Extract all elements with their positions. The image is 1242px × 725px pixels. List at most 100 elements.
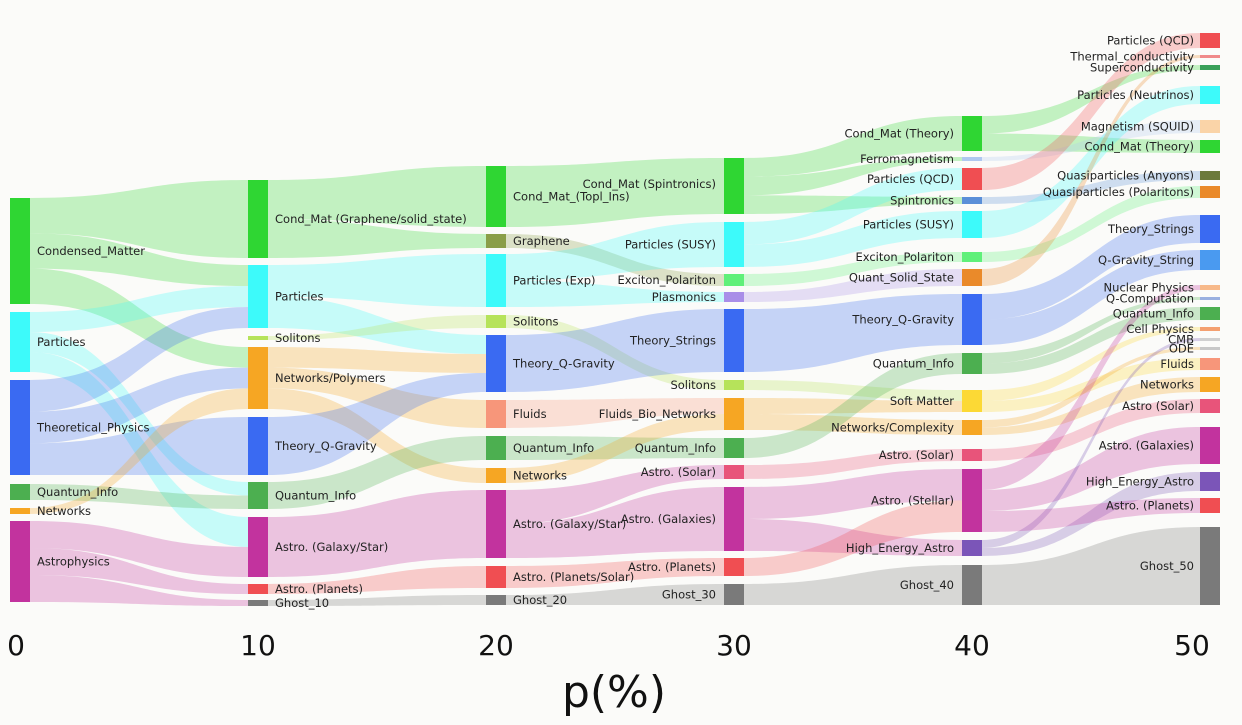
- node-c1_qi: [248, 482, 268, 509]
- node-label-c2_astro: Astro. (Galaxy/Star): [513, 517, 626, 531]
- node-c5_tc: [1200, 55, 1220, 58]
- node-c2_tq: [486, 335, 506, 392]
- node-label-c5_cmt: Cond_Mat (Theory): [1085, 140, 1194, 154]
- node-label-c3_gal: Astro. (Galaxies): [621, 512, 716, 526]
- node-label-c3_sol: Solitons: [670, 378, 716, 392]
- node-c2_gr: [486, 234, 506, 248]
- node-label-c5_hea: High_Energy_Astro: [1086, 475, 1194, 489]
- node-label-c4_susy: Particles (SUSY): [863, 218, 954, 232]
- node-label-c3_fbn: Fluids_Bio_Networks: [599, 407, 716, 421]
- node-c5_ghost: [1200, 527, 1220, 605]
- node-c0_net: [10, 508, 30, 514]
- link-c4_ghost-to-c5_ghost: [982, 527, 1200, 605]
- link-c1_ghost-to-c2_ghost: [268, 595, 486, 606]
- node-c4_ghost: [962, 565, 982, 605]
- node-label-c4_fm: Ferromagnetism: [860, 152, 954, 166]
- link-c0_part-to-c1_part: [30, 286, 248, 332]
- node-label-c5_qgs: Q-Gravity_String: [1098, 253, 1194, 267]
- link-c4_soft-to-c5_cell: [982, 327, 1200, 401]
- node-label-c5_solar: Astro (Solar): [1122, 399, 1194, 413]
- node-c5_gal: [1200, 427, 1220, 464]
- link-c4_susy-to-c5_nu: [982, 86, 1200, 238]
- links-layer: [30, 33, 1200, 606]
- node-c5_any: [1200, 171, 1220, 180]
- link-c4_spin-to-c5_any: [982, 171, 1200, 204]
- node-c4_spin: [962, 197, 982, 204]
- link-c3_susy-to-c4_susy: [744, 211, 962, 267]
- nodes-layer: [10, 33, 1220, 606]
- link-c0_th-to-c1_tq: [30, 417, 248, 475]
- link-c3_ghost-to-c4_ghost: [744, 565, 962, 605]
- link-c2_astro-to-c3_solar: [506, 465, 724, 524]
- node-c2_net: [486, 468, 506, 483]
- node-label-c5_net: Networks: [1140, 378, 1194, 392]
- node-label-c1_qi: Quantum_Info: [275, 489, 356, 503]
- node-label-c5_squid: Magnetism (SQUID): [1081, 120, 1194, 134]
- node-label-c5_tc: Thermal_conductivity: [1069, 50, 1194, 64]
- node-c3_gal: [724, 487, 744, 551]
- link-c0_astro-to-c1_astro: [30, 521, 248, 577]
- node-label-c4_hea: High_Energy_Astro: [846, 541, 954, 555]
- node-label-c5_gal: Astro. (Galaxies): [1099, 439, 1194, 453]
- node-label-c4_exc: Exciton_Polariton: [855, 250, 954, 264]
- link-c2_fl-to-c3_fbn: [506, 398, 724, 428]
- link-c2_sol-to-c3_sol: [506, 315, 724, 390]
- link-c3_fbn-to-c4_nc: [744, 414, 962, 435]
- link-c3_cm-to-c4_spin: [744, 195, 962, 214]
- link-c4_qi-to-c5_qi: [982, 307, 1200, 374]
- link-c2_net-to-c3_fbn: [506, 414, 724, 483]
- link-c1_planets-to-c2_planets: [268, 566, 486, 594]
- link-c1_cm-to-c2_gr: [268, 219, 486, 258]
- node-label-c4_tq: Theory_Q-Gravity: [851, 313, 954, 327]
- link-c2_pexp-to-c3_susy: [506, 222, 724, 281]
- labels-layer: Condensed_Matter Particles Theoretical_Phy…: [36, 34, 1194, 611]
- link-c1_astro-to-c2_astro: [268, 490, 486, 577]
- node-label-c5_str: Theory_Strings: [1107, 222, 1194, 236]
- node-label-c3_solar: Astro. (Solar): [641, 465, 716, 479]
- link-c3_sol-to-c4_soft: [744, 380, 962, 401]
- node-label-c5_ode: ODE: [1169, 342, 1194, 356]
- node-c4_qcd: [962, 168, 982, 190]
- node-c5_qcd: [1200, 33, 1220, 48]
- link-c3_cm-to-c4_cm: [744, 116, 962, 177]
- node-c2_cm: [486, 166, 506, 227]
- node-c5_sc: [1200, 65, 1220, 70]
- node-c3_solar: [724, 465, 744, 479]
- link-c4_fm-to-c5_squid: [982, 120, 1200, 161]
- link-c4_soft-to-c5_fl: [982, 358, 1200, 412]
- node-c2_fl: [486, 400, 506, 428]
- link-c3_planets-to-c4_stel: [744, 500, 962, 576]
- node-c4_qi: [962, 353, 982, 374]
- link-c0_net-to-c1_net: [30, 388, 248, 514]
- node-c4_cm: [962, 116, 982, 151]
- node-label-c4_ghost: Ghost_40: [900, 578, 954, 592]
- link-c4_nc-to-c5_ode: [982, 347, 1200, 428]
- link-c4_qi-to-c5_qc: [982, 297, 1200, 364]
- node-c4_stel: [962, 469, 982, 532]
- node-label-c2_planets: Astro. (Planets/Solar): [513, 570, 634, 584]
- node-label-c5_planets: Astro. (Planets): [1106, 499, 1194, 513]
- node-label-c3_planets: Astro. (Planets): [628, 560, 716, 574]
- node-c3_sol: [724, 380, 744, 390]
- node-c5_cell: [1200, 327, 1220, 331]
- node-c2_planets: [486, 566, 506, 588]
- node-c0_cm: [10, 198, 30, 304]
- node-label-c3_exc: Exciton_Polariton: [617, 273, 716, 287]
- link-c0_astro-to-c1_ghost: [30, 575, 248, 606]
- link-c3_str-to-c4_tq: [744, 294, 962, 372]
- x-axis: 0 10 20 30 40 50: [7, 629, 1210, 662]
- node-c4_fm: [962, 157, 982, 161]
- node-c4_solar: [962, 449, 982, 461]
- node-label-c3_ghost: Ghost_30: [662, 588, 716, 602]
- link-c1_cm-to-c2_cm: [268, 166, 486, 227]
- link-c1_qi-to-c2_qi: [268, 436, 486, 509]
- link-c3_exc-to-c4_exc: [744, 252, 962, 286]
- node-label-c4_qi: Quantum_Info: [873, 357, 954, 371]
- node-label-c0_part: Particles: [37, 335, 85, 349]
- link-c4_cm-to-c5_sc: [982, 65, 1200, 134]
- node-label-c3_qi: Quantum_Info: [635, 441, 716, 455]
- link-c0_th-to-c1_net: [30, 367, 248, 444]
- link-c4_exc-to-c5_pol: [982, 186, 1200, 262]
- node-label-c2_tq: Theory_Q-Gravity: [512, 357, 615, 371]
